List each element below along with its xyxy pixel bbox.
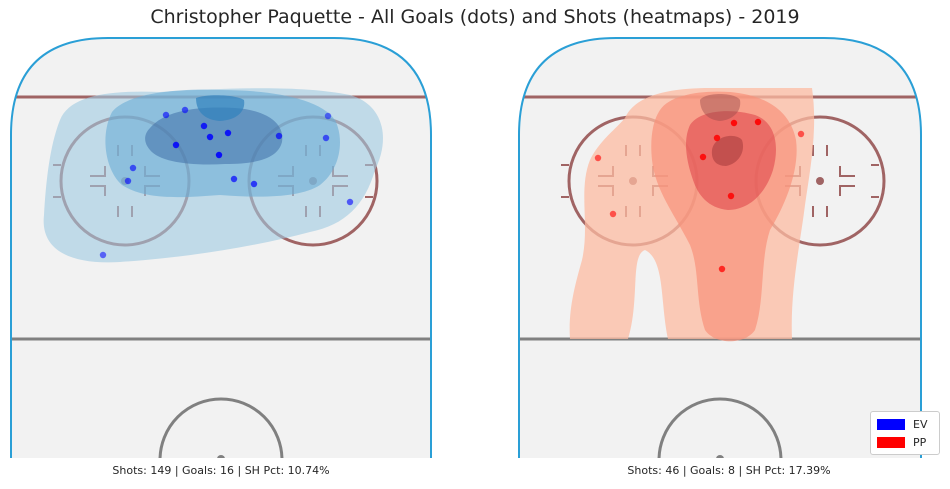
legend-entry-pp: PP <box>877 435 926 449</box>
legend: EV PP <box>870 411 940 455</box>
goal-dot <box>797 130 805 138</box>
goal-dot <box>346 198 354 206</box>
goal-dot <box>713 134 721 142</box>
rink-boards-ev <box>10 37 432 458</box>
heatmap-pp <box>569 88 815 342</box>
goal-dot <box>172 141 180 149</box>
goal-dot <box>224 129 232 137</box>
rink-boards-pp <box>518 37 922 458</box>
goal-dot <box>754 118 762 126</box>
center-dot-pp <box>716 455 724 458</box>
goal-dot <box>322 134 330 142</box>
center-circle-pp <box>657 397 783 458</box>
center-dot-ev <box>217 455 225 458</box>
heatmap-ev <box>43 88 383 263</box>
goal-dot <box>727 192 735 200</box>
legend-entry-ev: EV <box>877 417 927 431</box>
footer-stats-ev: Shots: 149 | Goals: 16 | SH Pct: 10.74% <box>112 464 330 477</box>
goal-dot <box>162 111 170 119</box>
goal-dot <box>200 122 208 130</box>
legend-swatch-ev <box>877 418 905 430</box>
goal-dots-ev <box>99 106 354 259</box>
rink-ev <box>10 37 432 458</box>
goal-dot <box>124 177 132 185</box>
heatmap-level3-ev <box>145 107 283 165</box>
goal-dot <box>99 251 107 259</box>
legend-label-ev: EV <box>913 417 928 431</box>
heatmap-level4-ev <box>196 95 245 121</box>
heatmap-level5-pp <box>711 135 744 166</box>
center-circle-ev <box>158 397 284 458</box>
goal-dot <box>609 210 617 218</box>
heatmap-level4-pp <box>700 94 741 121</box>
goal-dot <box>129 164 137 172</box>
goal-dots-pp <box>594 118 805 273</box>
footer-stats-pp: Shots: 46 | Goals: 8 | SH Pct: 17.39% <box>627 464 831 477</box>
goal-dot <box>206 133 214 141</box>
goal-dot <box>275 132 283 140</box>
goal-dot <box>250 180 258 188</box>
goal-dot <box>324 112 332 120</box>
rink-pp <box>518 37 922 458</box>
legend-label-pp: PP <box>913 435 927 449</box>
goal-dot <box>215 151 223 159</box>
legend-swatch-pp <box>877 436 905 448</box>
goal-dot <box>181 106 189 114</box>
goal-dot <box>699 153 707 161</box>
goal-dot <box>718 265 726 273</box>
faceoff-dot-right-pp <box>816 177 824 185</box>
goal-dot <box>730 119 738 127</box>
goal-dot <box>594 154 602 162</box>
chart-title: Christopher Paquette - All Goals (dots) … <box>150 6 800 28</box>
goal-dot <box>230 175 238 183</box>
